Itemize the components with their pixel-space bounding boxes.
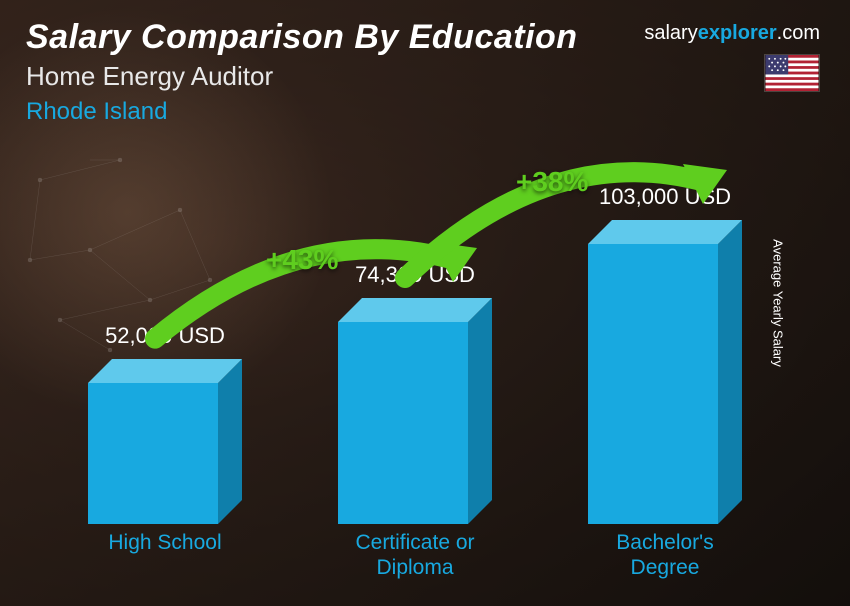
- header: Salary Comparison By Education Home Ener…: [26, 18, 578, 126]
- brand-logo: salaryexplorer.com: [644, 22, 820, 45]
- chart-subtitle: Home Energy Auditor: [26, 61, 578, 92]
- chart-location: Rhode Island: [26, 98, 578, 126]
- y-axis-label: Average Yearly Salary: [771, 239, 786, 367]
- brand-bold: explorer: [698, 22, 777, 44]
- chart-title: Salary Comparison By Education: [26, 18, 578, 57]
- brand-prefix: salary: [644, 22, 697, 44]
- increase-label: +38%: [516, 166, 588, 198]
- brand-suffix: .com: [777, 22, 820, 44]
- us-flag-icon: [764, 54, 820, 92]
- increase-label: +43%: [266, 244, 338, 276]
